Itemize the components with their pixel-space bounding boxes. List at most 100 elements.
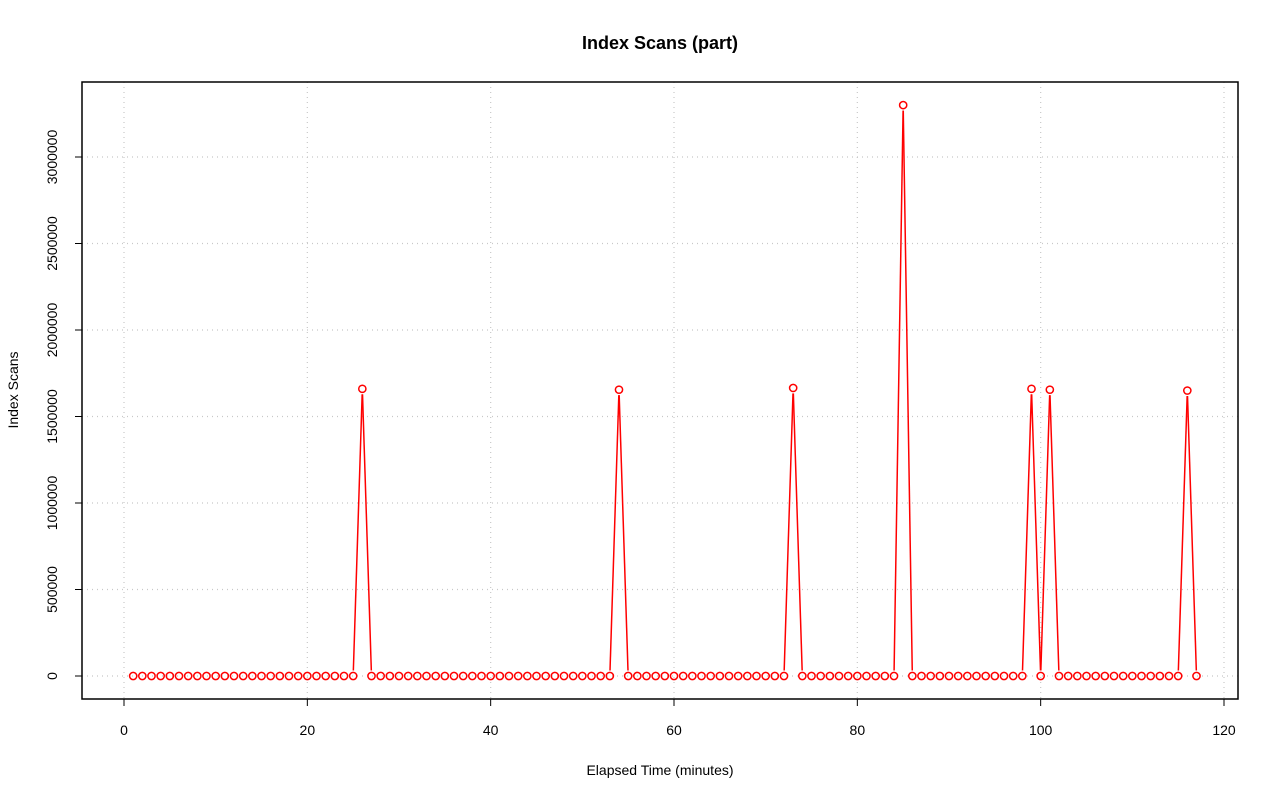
- data-point: [852, 671, 862, 681]
- y-axis-label: Index Scans: [5, 351, 21, 428]
- series-segment: [792, 393, 803, 671]
- x-tick-label: 100: [1029, 722, 1053, 738]
- x-axis-label: Elapsed Time (minutes): [586, 762, 733, 778]
- data-points: [128, 100, 1201, 681]
- data-point: [1082, 671, 1091, 681]
- data-point: [183, 671, 193, 681]
- data-point: [926, 671, 936, 681]
- data-point: [724, 671, 734, 681]
- data-point: [1008, 671, 1018, 681]
- data-point: [495, 671, 505, 681]
- data-point: [706, 671, 716, 681]
- data-point: [339, 671, 349, 681]
- data-point: [623, 671, 633, 681]
- data-point: [1146, 671, 1156, 681]
- x-tick-label: 40: [483, 722, 499, 738]
- data-point: [1063, 671, 1073, 681]
- data-point: [431, 671, 441, 681]
- data-point: [357, 384, 367, 394]
- data-point: [1155, 671, 1165, 681]
- x-tick-label: 0: [120, 722, 128, 738]
- data-point: [321, 671, 331, 681]
- series-segment: [1049, 395, 1060, 671]
- series-segment: [783, 393, 794, 671]
- data-point: [981, 671, 991, 681]
- x-axis: 0 20 40 60 80 100 120: [120, 698, 1236, 738]
- data-point: [834, 671, 844, 681]
- data-point: [1137, 671, 1146, 681]
- series-segment: [893, 110, 904, 671]
- x-tick-label: 120: [1212, 722, 1236, 738]
- data-point: [302, 671, 312, 681]
- data-point: [733, 671, 743, 681]
- data-point: [907, 671, 917, 681]
- data-point: [394, 671, 404, 681]
- data-point: [944, 671, 954, 681]
- data-point: [972, 671, 981, 681]
- data-point: [238, 671, 248, 681]
- data-point: [385, 671, 395, 681]
- data-point: [1017, 671, 1027, 681]
- data-point: [211, 671, 221, 681]
- chart-title: Index Scans (part): [582, 33, 738, 53]
- x-tick-label: 60: [666, 722, 682, 738]
- data-point: [376, 671, 386, 681]
- data-point: [990, 671, 1000, 681]
- data-point: [1118, 671, 1128, 681]
- series-segment: [1030, 394, 1042, 671]
- data-point: [1100, 671, 1110, 681]
- data-point: [632, 671, 642, 681]
- data-point: [788, 383, 798, 393]
- data-point: [559, 671, 569, 681]
- data-point: [614, 385, 624, 395]
- data-point: [440, 671, 450, 681]
- data-point: [449, 671, 459, 681]
- data-point: [843, 671, 853, 681]
- data-point: [550, 671, 560, 681]
- data-point: [403, 671, 413, 681]
- data-point: [880, 671, 890, 681]
- data-point: [807, 671, 816, 681]
- y-tick-label: 500000: [44, 566, 60, 613]
- series-segment: [902, 110, 913, 671]
- data-point: [669, 671, 679, 681]
- data-point: [156, 671, 166, 681]
- data-point: [889, 671, 899, 681]
- data-point: [587, 671, 596, 681]
- data-point: [953, 671, 963, 681]
- data-point: [678, 671, 688, 681]
- data-point: [128, 671, 138, 681]
- data-point: [825, 671, 835, 681]
- data-point: [1054, 671, 1064, 681]
- data-point: [568, 671, 578, 681]
- data-point: [1091, 671, 1101, 681]
- data-point: [513, 671, 523, 681]
- data-point: [229, 671, 239, 681]
- y-tick-label: 0: [44, 672, 60, 680]
- data-point: [962, 671, 972, 681]
- data-point: [147, 671, 156, 681]
- data-point: [871, 671, 881, 681]
- data-point: [220, 671, 230, 681]
- data-point: [422, 671, 431, 681]
- y-tick-label: 1000000: [44, 476, 60, 531]
- data-point: [293, 671, 303, 681]
- data-point: [412, 671, 422, 681]
- data-point: [917, 671, 926, 681]
- data-point: [862, 671, 871, 681]
- data-point: [458, 671, 468, 681]
- data-point: [687, 671, 697, 681]
- data-point: [1109, 671, 1119, 681]
- data-point: [742, 671, 752, 681]
- data-point: [1182, 386, 1192, 395]
- data-point: [651, 671, 661, 681]
- series-segment: [361, 394, 373, 671]
- data-point: [165, 671, 175, 681]
- data-point: [504, 671, 514, 681]
- data-point: [174, 671, 184, 681]
- data-point: [467, 671, 477, 681]
- data-point: [935, 671, 945, 681]
- data-point: [1027, 384, 1036, 394]
- data-point: [605, 671, 615, 681]
- data-point: [522, 671, 532, 681]
